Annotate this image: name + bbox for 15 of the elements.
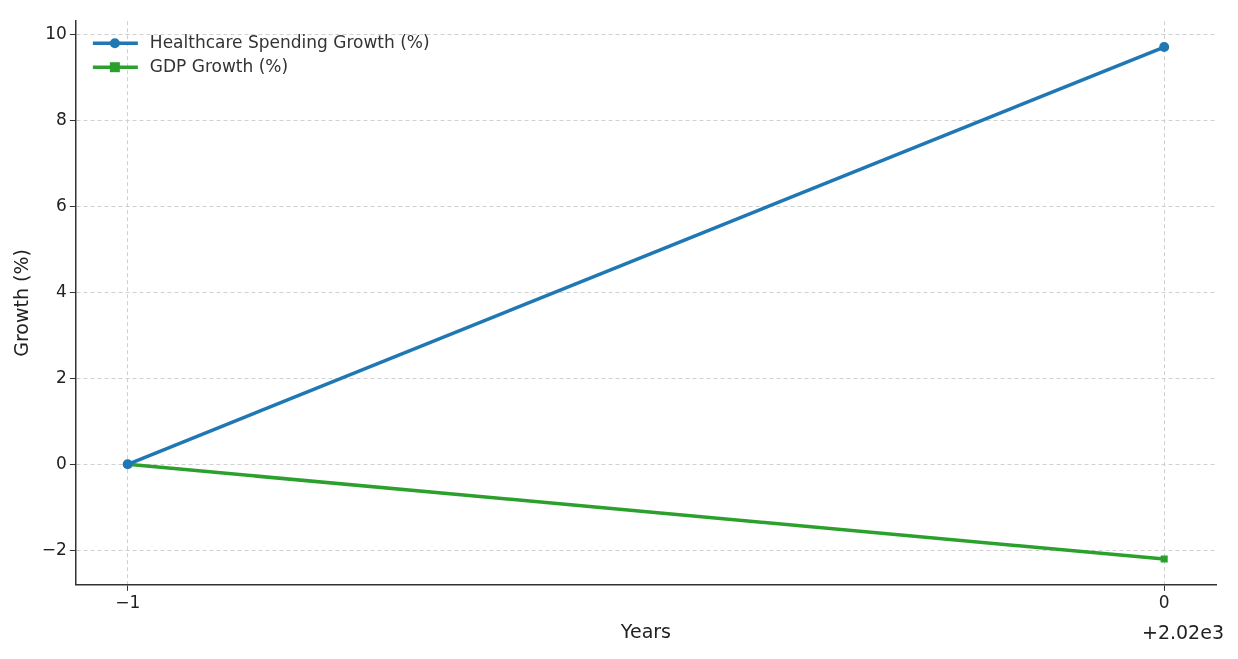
point	[1160, 555, 1168, 563]
y-tick-label: 0	[56, 452, 67, 473]
y-tick-label: 4	[56, 280, 67, 301]
y-tick-label: 2	[56, 366, 67, 387]
y-axis-title: Growth (%)	[10, 249, 33, 357]
x-axis-title: Years	[619, 619, 671, 642]
y-tick-label: 10	[45, 22, 67, 43]
legend-label: GDP Growth (%)	[149, 55, 289, 76]
y-tick-label: 8	[56, 108, 67, 129]
legend-label: Healthcare Spending Growth (%)	[149, 31, 430, 52]
point	[1159, 42, 1170, 53]
x-tick-label: −1	[115, 592, 141, 613]
text: +2.02e3	[1141, 621, 1224, 644]
y-tick-label: 6	[56, 194, 67, 215]
y-tick-label: −2	[41, 538, 67, 559]
